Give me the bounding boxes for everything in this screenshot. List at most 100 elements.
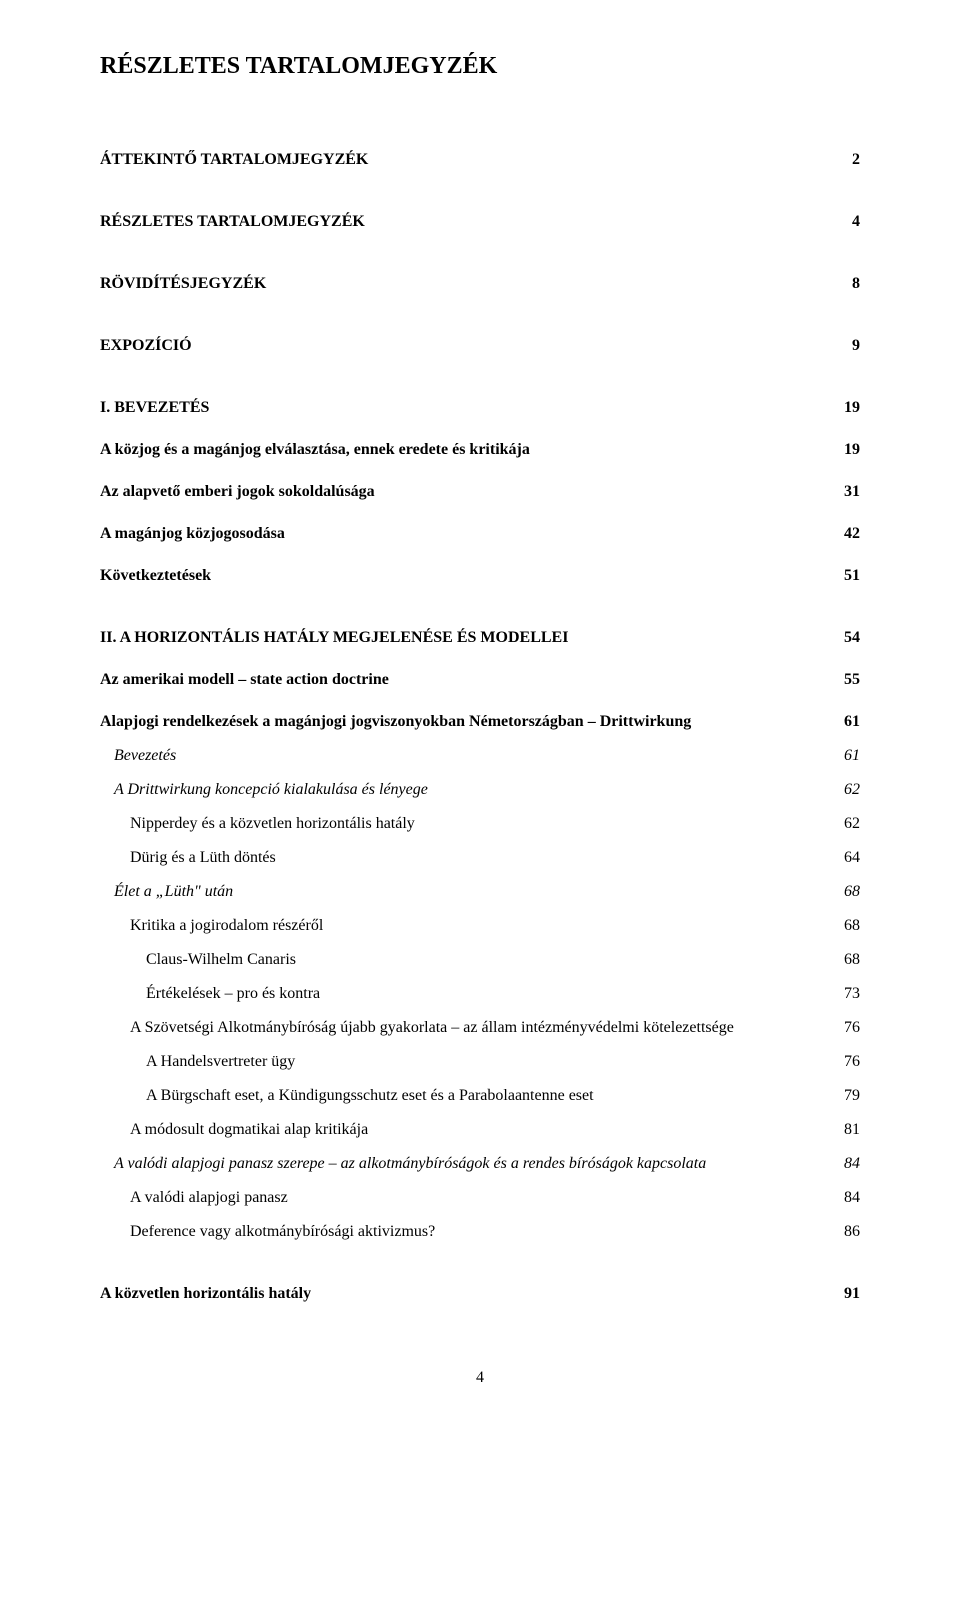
toc-entry: A Bürgschaft eset, a Kündigungsschutz es… bbox=[100, 1084, 860, 1108]
toc-entry: Értékelések – pro és kontra 73 bbox=[100, 982, 860, 1006]
toc-entry-page: 2 bbox=[852, 148, 860, 172]
toc-entry: ÁTTEKINTŐ TARTALOMJEGYZÉK 2 bbox=[100, 148, 860, 172]
toc-entry-label: A Szövetségi Alkotmánybíróság újabb gyak… bbox=[130, 1016, 734, 1040]
toc-entry-label: Alapjogi rendelkezések a magánjogi jogvi… bbox=[100, 710, 691, 734]
toc-entry-page: 76 bbox=[844, 1016, 860, 1040]
toc-spacer bbox=[100, 116, 860, 148]
toc-entry-page: 68 bbox=[844, 914, 860, 938]
toc-entry-label: EXPOZÍCIÓ bbox=[100, 334, 192, 358]
toc-entry: A Handelsvertreter ügy 76 bbox=[100, 1050, 860, 1074]
toc-spacer bbox=[100, 552, 860, 564]
toc-entry: Bevezetés 61 bbox=[100, 744, 860, 768]
toc-spacer bbox=[100, 178, 860, 210]
toc-entry-label: Bevezetés bbox=[114, 744, 176, 768]
toc-entry: Deference vagy alkotmánybírósági aktiviz… bbox=[100, 1220, 860, 1244]
toc-entry-page: 4 bbox=[852, 210, 860, 234]
toc-entry-page: 73 bbox=[844, 982, 860, 1006]
toc-entry-label: A magánjog közjogosodása bbox=[100, 522, 285, 546]
toc-entry: Nipperdey és a közvetlen horizontális ha… bbox=[100, 812, 860, 836]
toc-spacer bbox=[100, 656, 860, 668]
toc-entry-page: 54 bbox=[844, 626, 860, 650]
toc-spacer bbox=[100, 364, 860, 396]
toc-entry-label: A Handelsvertreter ügy bbox=[146, 1050, 295, 1074]
toc-spacer bbox=[100, 1250, 860, 1282]
toc-entry: I. BEVEZETÉS 19 bbox=[100, 396, 860, 420]
toc-entry-label: A közjog és a magánjog elválasztása, enn… bbox=[100, 438, 530, 462]
toc-entry: Alapjogi rendelkezések a magánjogi jogvi… bbox=[100, 710, 860, 734]
toc-entry-page: 62 bbox=[844, 812, 860, 836]
toc-entry-label: ÁTTEKINTŐ TARTALOMJEGYZÉK bbox=[100, 148, 368, 172]
toc-entry-page: 84 bbox=[844, 1186, 860, 1210]
toc-entry-label: Értékelések – pro és kontra bbox=[146, 982, 320, 1006]
toc-entry: Az amerikai modell – state action doctri… bbox=[100, 668, 860, 692]
toc-entry-label: A módosult dogmatikai alap kritikája bbox=[130, 1118, 368, 1142]
toc-entry: A Szövetségi Alkotmánybíróság újabb gyak… bbox=[100, 1016, 860, 1040]
toc-entry-page: 81 bbox=[844, 1118, 860, 1142]
toc-spacer bbox=[100, 698, 860, 710]
toc-entry-page: 8 bbox=[852, 272, 860, 296]
toc-entry: A valódi alapjogi panasz szerepe – az al… bbox=[100, 1152, 860, 1176]
toc-entry: Következtetések 51 bbox=[100, 564, 860, 588]
toc-entry: EXPOZÍCIÓ 9 bbox=[100, 334, 860, 358]
page-number: 4 bbox=[100, 1366, 860, 1390]
toc-entry-label: Az amerikai modell – state action doctri… bbox=[100, 668, 389, 692]
toc-entry: A Drittwirkung koncepció kialakulása és … bbox=[100, 778, 860, 802]
toc-spacer bbox=[100, 426, 860, 438]
toc-entry: Az alapvető emberi jogok sokoldalúsága 31 bbox=[100, 480, 860, 504]
toc-entry-page: 55 bbox=[844, 668, 860, 692]
toc-entry: II. A HORIZONTÁLIS HATÁLY MEGJELENÉSE ÉS… bbox=[100, 626, 860, 650]
toc-entry-page: 68 bbox=[844, 948, 860, 972]
toc-entry: A magánjog közjogosodása 42 bbox=[100, 522, 860, 546]
toc-entry-page: 79 bbox=[844, 1084, 860, 1108]
toc-entry-label: Kritika a jogirodalom részéről bbox=[130, 914, 323, 938]
toc-entry: A valódi alapjogi panasz 84 bbox=[100, 1186, 860, 1210]
toc-entry: RÖVIDÍTÉSJEGYZÉK 8 bbox=[100, 272, 860, 296]
toc-entry-label: A Bürgschaft eset, a Kündigungsschutz es… bbox=[146, 1084, 594, 1108]
toc-entry-label: Claus-Wilhelm Canaris bbox=[146, 948, 296, 972]
toc-entry-label: Élet a „Lüth" után bbox=[114, 880, 233, 904]
toc-entry-page: 9 bbox=[852, 334, 860, 358]
page-title: RÉSZLETES TARTALOMJEGYZÉK bbox=[100, 48, 860, 84]
toc-entry-page: 31 bbox=[844, 480, 860, 504]
toc-entry-page: 68 bbox=[844, 880, 860, 904]
toc-entry-label: RÉSZLETES TARTALOMJEGYZÉK bbox=[100, 210, 365, 234]
toc-entry-label: A valódi alapjogi panasz szerepe – az al… bbox=[114, 1152, 706, 1176]
toc-entry-page: 76 bbox=[844, 1050, 860, 1074]
toc-entry-page: 19 bbox=[844, 396, 860, 420]
toc-entry-label: A Drittwirkung koncepció kialakulása és … bbox=[114, 778, 428, 802]
toc-spacer bbox=[100, 594, 860, 626]
toc-entry-label: Következtetések bbox=[100, 564, 211, 588]
toc-spacer bbox=[100, 302, 860, 334]
toc-entry: Dürig és a Lüth döntés 64 bbox=[100, 846, 860, 870]
toc-entry-label: Az alapvető emberi jogok sokoldalúsága bbox=[100, 480, 375, 504]
toc-entry-label: RÖVIDÍTÉSJEGYZÉK bbox=[100, 272, 266, 296]
toc-entry-label: Nipperdey és a közvetlen horizontális ha… bbox=[130, 812, 415, 836]
toc-entry-label: Deference vagy alkotmánybírósági aktiviz… bbox=[130, 1220, 435, 1244]
toc-entry-page: 61 bbox=[844, 744, 860, 768]
toc-entry-page: 91 bbox=[844, 1282, 860, 1306]
toc-spacer bbox=[100, 468, 860, 480]
toc-entry-label: A közvetlen horizontális hatály bbox=[100, 1282, 311, 1306]
toc-entry: Kritika a jogirodalom részéről 68 bbox=[100, 914, 860, 938]
toc-entry: A közvetlen horizontális hatály 91 bbox=[100, 1282, 860, 1306]
toc-entry-label: A valódi alapjogi panasz bbox=[130, 1186, 288, 1210]
toc-entry-label: I. BEVEZETÉS bbox=[100, 396, 209, 420]
toc-entry-label: II. A HORIZONTÁLIS HATÁLY MEGJELENÉSE ÉS… bbox=[100, 626, 568, 650]
toc-entry-page: 64 bbox=[844, 846, 860, 870]
toc-entry-page: 61 bbox=[844, 710, 860, 734]
toc-entry: A közjog és a magánjog elválasztása, enn… bbox=[100, 438, 860, 462]
table-of-contents: ÁTTEKINTŐ TARTALOMJEGYZÉK 2 RÉSZLETES TART… bbox=[100, 116, 860, 1306]
toc-entry: RÉSZLETES TARTALOMJEGYZÉK 4 bbox=[100, 210, 860, 234]
toc-entry-page: 19 bbox=[844, 438, 860, 462]
toc-entry-page: 42 bbox=[844, 522, 860, 546]
toc-spacer bbox=[100, 510, 860, 522]
toc-entry: Élet a „Lüth" után 68 bbox=[100, 880, 860, 904]
toc-entry-label: Dürig és a Lüth döntés bbox=[130, 846, 276, 870]
toc-entry-page: 62 bbox=[844, 778, 860, 802]
toc-entry-page: 84 bbox=[844, 1152, 860, 1176]
toc-entry: A módosult dogmatikai alap kritikája 81 bbox=[100, 1118, 860, 1142]
toc-entry: Claus-Wilhelm Canaris 68 bbox=[100, 948, 860, 972]
toc-entry-page: 86 bbox=[844, 1220, 860, 1244]
toc-entry-page: 51 bbox=[844, 564, 860, 588]
toc-spacer bbox=[100, 240, 860, 272]
